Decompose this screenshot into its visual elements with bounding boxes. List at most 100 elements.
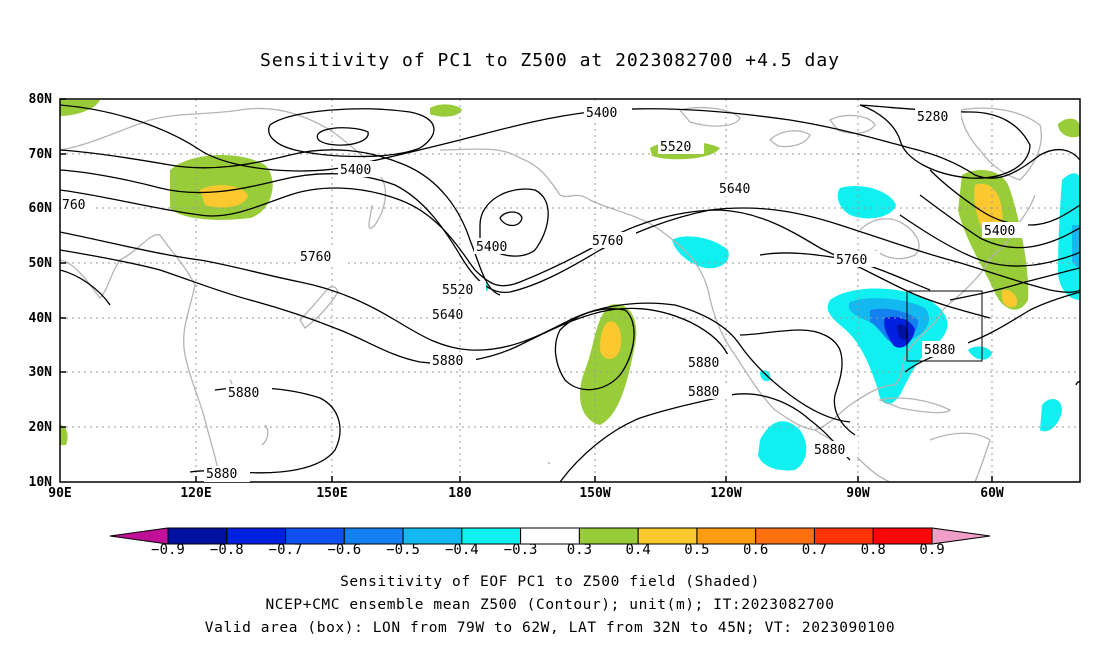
contour-label-5520-top: 5520 [658,138,704,155]
shade-positive-central-pacific-core [600,321,622,359]
shade-positive-edge [60,100,100,116]
svg-text:5640: 5640 [432,308,463,323]
contour-label-5400-low: 5400 [338,161,384,178]
valid-area-box [906,290,983,362]
coast-east-us [909,257,991,349]
contour-5880-a [60,231,851,423]
contour-label-760: 760 [61,196,95,213]
coast-asia [60,234,219,471]
svg-text:5400: 5400 [340,163,371,178]
contour-label-5400-east: 5400 [982,222,1028,239]
svg-text:5880: 5880 [688,385,719,400]
svg-text:5760: 5760 [836,253,867,268]
caption-line-3: Valid area (box): LON from 79W to 62W, L… [204,620,896,636]
lat-label: 10N [28,475,52,490]
lon-label: 120E [180,486,212,501]
svg-text:5280: 5280 [917,110,948,125]
axis-ticks [60,98,993,482]
coast-greenland [959,107,1042,181]
plot-frame [59,98,1081,483]
contour-label-5640-top: 5640 [717,180,763,197]
svg-text:5520: 5520 [442,283,473,298]
svg-text:5880: 5880 [924,343,955,358]
shade-negative-small-4 [760,370,771,382]
svg-text:5760: 5760 [300,250,331,265]
colorbar-label: −0.6 [327,542,362,558]
coast-philippines [261,424,269,446]
svg-text:5400: 5400 [476,240,507,255]
shade-positive-central-pacific [580,304,637,425]
lat-label: 20N [28,420,52,435]
svg-text:5880: 5880 [688,356,719,371]
shade-negative-small-1 [968,346,992,360]
contour-5880-e [739,329,856,436]
svg-text:5400: 5400 [586,106,617,121]
svg-text:5520: 5520 [660,140,691,155]
coast-japan [299,286,339,329]
contour-5520-a [60,149,501,296]
contour-5760-east [949,267,1080,301]
contour-5880-closed [554,308,635,391]
contour-5640-east [899,214,1080,267]
caption-line-1: Sensitivity of EOF PC1 to Z500 field (Sh… [340,574,760,590]
colorbar [109,527,991,545]
contour-5400-low-inner [316,127,369,146]
contour-label-5760-pac: 5760 [590,232,636,249]
colorbar-label: 0.7 [801,542,828,558]
contour-label-5880-west-america: 5880 [686,354,732,371]
svg-text:5760: 5760 [592,234,623,249]
coast-hawaii [547,461,551,465]
shade-negative-newfoundland [837,185,896,219]
svg-text:5880: 5880 [228,386,259,401]
contour-label-5640-pac: 5640 [430,306,476,323]
contour-5760-c [60,269,111,306]
caption-line-2: NCEP+CMC ensemble mean Z500 (Contour); u… [265,597,835,613]
coast-hudson [859,218,920,260]
colorbar-label: −0.7 [268,542,303,558]
colorbar-label: −0.3 [503,542,538,558]
coast-arctic-islands [678,106,876,148]
svg-text:5400: 5400 [984,224,1015,239]
coast-alaska [439,148,661,231]
colorbar-label: −0.5 [386,542,420,558]
contour-label-5280: 5280 [915,108,961,125]
map-title: Sensitivity of PC1 to Z500 at 2023082700… [259,50,840,71]
grid-lines [60,99,1080,482]
coast-kamchatka [368,174,387,229]
contour-label-5400-top: 5400 [584,104,632,121]
lon-label: 150W [579,486,611,501]
contour-5400-small-low [499,211,523,227]
colorbar-label: 0.6 [743,542,769,558]
contour-label-5880-west-pac: 5880 [226,384,272,401]
colorbar-arrow-high [931,527,991,545]
lon-label: 180 [448,486,472,501]
contour-5520-east [919,194,1080,249]
shade-negative-east-edge [1058,173,1080,300]
coast-cuba [877,397,952,414]
colorbar-label: −0.4 [444,542,479,558]
lon-label: 120W [710,486,742,501]
contour-label-5880-box: 5880 [922,341,968,358]
colorbar-label: −0.8 [209,542,244,558]
contour-5400-east [929,169,1080,226]
lat-label: 30N [28,365,52,380]
lat-label: 40N [28,311,52,326]
contour-label-5520-pac: 5520 [440,281,486,298]
shade-positive-arctic [1058,118,1080,138]
colorbar-label: 0.4 [625,542,651,558]
contour-5400-low-west [268,108,435,158]
svg-text:5880: 5880 [432,354,463,369]
lat-label: 70N [28,147,52,162]
contour-label-5880-south: 5880 [204,466,250,482]
lon-label: 150E [316,486,348,501]
lat-label: 60N [28,201,52,216]
contour-labels: 5400 5280 5400 5520 5640 760 5400 5760 5… [61,104,1028,482]
lon-label: 90E [48,486,72,501]
shade-negative-east-edge-2 [1072,225,1080,270]
shade-negative-nw-america [672,236,729,269]
shade-positive-small-1 [430,104,462,117]
contour-label-5760-east: 5760 [834,251,880,268]
contour-5880-c [189,387,341,474]
svg-text:5880: 5880 [814,443,845,458]
